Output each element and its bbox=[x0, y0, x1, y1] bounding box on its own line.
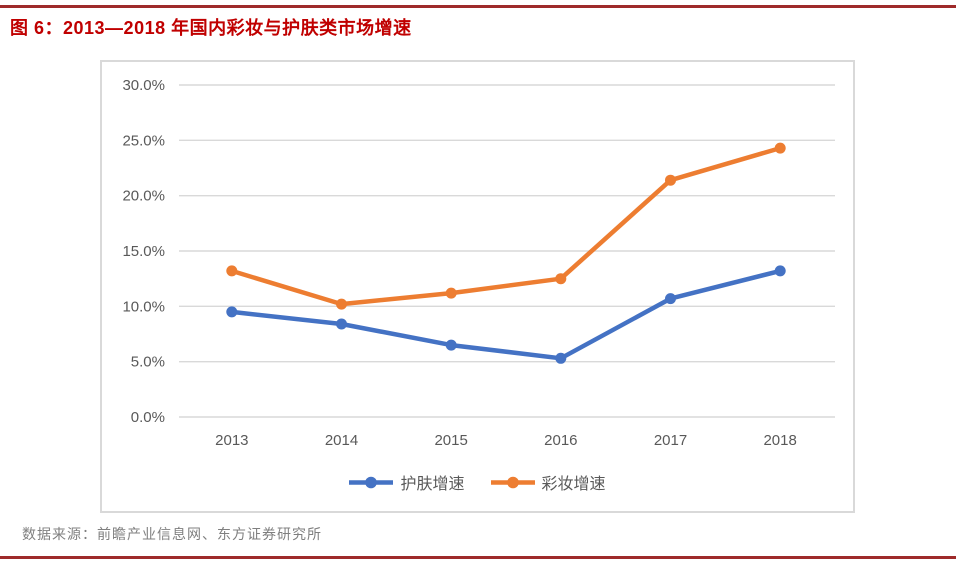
y-tick-label: 25.0% bbox=[122, 132, 165, 149]
data-point bbox=[445, 287, 457, 299]
series-护肤增速 bbox=[226, 265, 786, 364]
bottom-rule bbox=[0, 556, 956, 559]
y-tick-label: 15.0% bbox=[122, 243, 165, 260]
x-tick-label: 2015 bbox=[434, 432, 467, 449]
legend-swatch bbox=[349, 476, 394, 488]
legend-item: 彩妆增速 bbox=[490, 470, 606, 494]
legend-label: 护肤增速 bbox=[400, 476, 465, 493]
chart-frame: 0.0% 5.0% 10.0% 15.0% 20.0% 25.0% 30.0% 2013 201… bbox=[100, 60, 855, 513]
series-line bbox=[229, 268, 783, 361]
legend-swatch bbox=[490, 476, 535, 488]
data-point bbox=[336, 318, 347, 330]
legend-marker bbox=[506, 476, 519, 488]
legend-item: 护肤增速 bbox=[349, 470, 465, 494]
data-point bbox=[665, 293, 676, 305]
legend-marker bbox=[365, 476, 378, 488]
y-tick-label: 5.0% bbox=[131, 354, 165, 371]
x-tick-label: 2013 bbox=[215, 432, 248, 449]
series-彩妆增速 bbox=[226, 142, 786, 310]
data-point bbox=[226, 265, 238, 277]
report-title: 图 6：2013—2018 年国内彩妆与护肤类市场增速 bbox=[10, 18, 412, 38]
data-point bbox=[774, 265, 786, 277]
data-point bbox=[665, 174, 676, 186]
x-tick-label: 2016 bbox=[544, 432, 577, 449]
x-tick-label: 2014 bbox=[325, 432, 358, 449]
y-tick-label: 30.0% bbox=[122, 77, 165, 94]
data-point bbox=[555, 352, 567, 364]
data-point bbox=[336, 298, 347, 310]
data-point bbox=[555, 273, 567, 285]
data-point bbox=[226, 306, 238, 318]
y-tick-label: 0.0% bbox=[131, 409, 165, 426]
legend-label: 彩妆增速 bbox=[541, 476, 606, 493]
source-note: 数据来源：前瞻产业信息网、东方证券研究所 bbox=[22, 526, 322, 542]
chart-legend: 护肤增速 彩妆增速 bbox=[102, 462, 853, 502]
y-tick-label: 20.0% bbox=[122, 188, 165, 205]
x-tick-label: 2018 bbox=[763, 432, 796, 449]
series-line bbox=[229, 145, 783, 307]
x-tick-label: 2017 bbox=[654, 432, 687, 449]
top-rule bbox=[0, 5, 956, 8]
y-tick-label: 10.0% bbox=[122, 298, 165, 315]
data-point bbox=[445, 339, 457, 351]
data-point bbox=[774, 142, 786, 154]
line-chart: 0.0% 5.0% 10.0% 15.0% 20.0% 25.0% 30.0% 2013 201… bbox=[122, 77, 835, 449]
